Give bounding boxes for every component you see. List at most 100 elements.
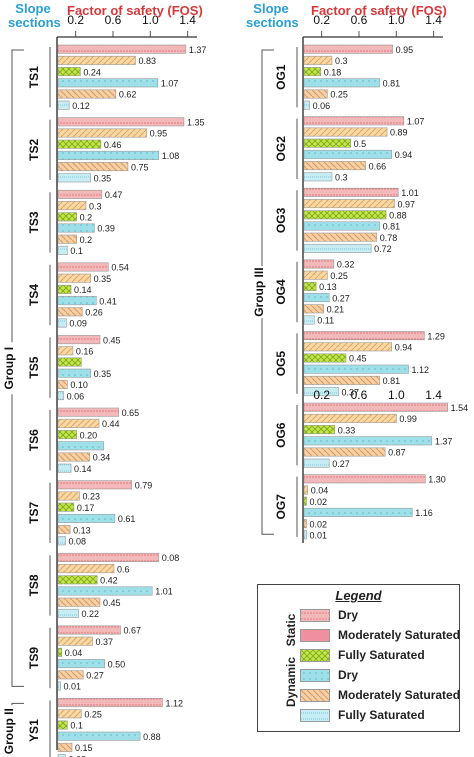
slope-sections-header-right: Slope sections (246, 1, 299, 30)
static-full-swatch (300, 648, 330, 662)
data-label: 1.29 (427, 331, 445, 341)
section-label: OG6 (274, 422, 288, 448)
fos-header-left: Factor of safety (FOS) (67, 3, 203, 18)
data-label: 0.81 (383, 79, 401, 89)
group-label-bg (6, 342, 18, 395)
bar-dynamic-full (303, 243, 372, 253)
legend-label: Fully Saturated (338, 648, 425, 662)
bar-dynamic-dry (57, 78, 159, 88)
bar-dynamic-dry (57, 731, 141, 741)
bar-static-moderate (57, 636, 93, 646)
data-label: 1.07 (161, 79, 179, 89)
bar-static-full (303, 425, 336, 435)
legend-label: Dry (338, 608, 359, 622)
bar-dynamic-dry (303, 78, 380, 88)
bar-static-dry (57, 262, 109, 272)
section-label: OG1 (274, 64, 288, 90)
legend-item-dynamic-full: Fully Saturated (300, 707, 425, 723)
data-label: 0.35 (94, 174, 112, 184)
legend: Legend Static Dynamic Dry Moderately Sat… (257, 584, 460, 732)
data-label: 0.01 (64, 682, 82, 692)
bar-static-full (57, 720, 68, 730)
bar-static-moderate (303, 485, 309, 495)
bar-dynamic-full (57, 318, 67, 328)
static-dry-swatch (300, 608, 330, 622)
data-label: 0.13 (73, 525, 91, 535)
data-label: 0.06 (67, 391, 85, 401)
bar-static-dry (303, 259, 335, 269)
bar-dynamic-moderate (303, 161, 366, 171)
bar-static-full (57, 212, 77, 222)
bar-dynamic-dry (303, 436, 433, 446)
data-label: 0.10 (70, 380, 88, 390)
data-label: 0.67 (124, 626, 142, 636)
data-label: 0.2 (80, 213, 93, 223)
bar-dynamic-moderate (57, 234, 77, 244)
bar-static-dry (57, 335, 101, 345)
inner-x-tick-label: 1.4 (425, 388, 442, 402)
legend-group-static: Static (284, 613, 298, 647)
data-label: 0.09 (69, 319, 87, 329)
bar-static-moderate (303, 342, 393, 352)
bar-static-full (57, 647, 63, 657)
slope-sections-header-left: Slope sections (8, 1, 61, 30)
bar-dynamic-moderate (303, 375, 380, 385)
section-label: TS7 (27, 501, 41, 523)
bar-dynamic-full (303, 458, 330, 468)
bar-dynamic-dry (57, 150, 160, 160)
bar-static-dry (57, 480, 133, 490)
data-label: 0.46 (104, 140, 122, 150)
x-tick-label: 0.6 (351, 13, 368, 27)
data-label: 0.06 (313, 101, 331, 111)
data-label: 0.3 (89, 201, 102, 211)
bar-static-dry (57, 625, 121, 635)
x-tick-label: 0.2 (313, 13, 330, 27)
legend-item-static-full: Fully Saturated (300, 647, 425, 663)
bar-static-moderate (57, 55, 136, 65)
dynamic-dry-swatch (300, 668, 330, 682)
static-moderate-swatch (300, 628, 330, 642)
data-label: 0.16 (76, 347, 94, 357)
group-label: Group I (2, 347, 16, 390)
data-label: 0.79 (135, 481, 153, 491)
data-label: 0.08 (162, 553, 180, 563)
legend-label: Moderately Saturated (338, 688, 461, 702)
section-label: TS3 (27, 211, 41, 233)
data-label: 0.17 (77, 503, 95, 513)
data-label: 1.54 (451, 403, 469, 413)
data-label: 0.14 (74, 285, 92, 295)
data-label: 1.01 (155, 587, 173, 597)
data-label: 0.35 (94, 274, 112, 284)
data-label: 0.47 (105, 190, 123, 200)
data-label: 0.02 (310, 497, 328, 507)
bar-static-full (57, 284, 72, 294)
bar-dynamic-dry (303, 293, 330, 303)
data-label: 0.14 (74, 464, 92, 474)
bar-dynamic-moderate (57, 379, 68, 389)
bar-static-full (303, 353, 347, 363)
x-tick-label: 1.0 (142, 13, 159, 27)
bar-dynamic-full (57, 754, 66, 757)
data-label: 0.3 (335, 173, 348, 183)
data-label: 0.45 (349, 354, 367, 364)
data-label: 0.5 (354, 139, 367, 149)
section-label: TS2 (27, 138, 41, 160)
bar-static-moderate (303, 199, 395, 209)
data-label: 1.12 (165, 698, 183, 708)
data-label: 0.15 (75, 743, 93, 753)
bar-dynamic-dry (57, 223, 95, 233)
bar-static-full (303, 281, 317, 291)
x-tick-label: 1.4 (179, 13, 196, 27)
inner-x-tick-label: 1.0 (388, 388, 405, 402)
bar-dynamic-moderate (57, 670, 84, 680)
bar-dynamic-dry (57, 659, 105, 669)
data-label: 0.1 (70, 246, 83, 256)
bar-static-moderate (57, 346, 74, 356)
bar-dynamic-full (303, 100, 310, 110)
bar-dynamic-full (57, 100, 70, 110)
group-label-bg (256, 266, 268, 319)
bar-dynamic-moderate (57, 89, 117, 99)
bar-static-dry (57, 698, 163, 708)
data-label: 0.35 (94, 369, 112, 379)
